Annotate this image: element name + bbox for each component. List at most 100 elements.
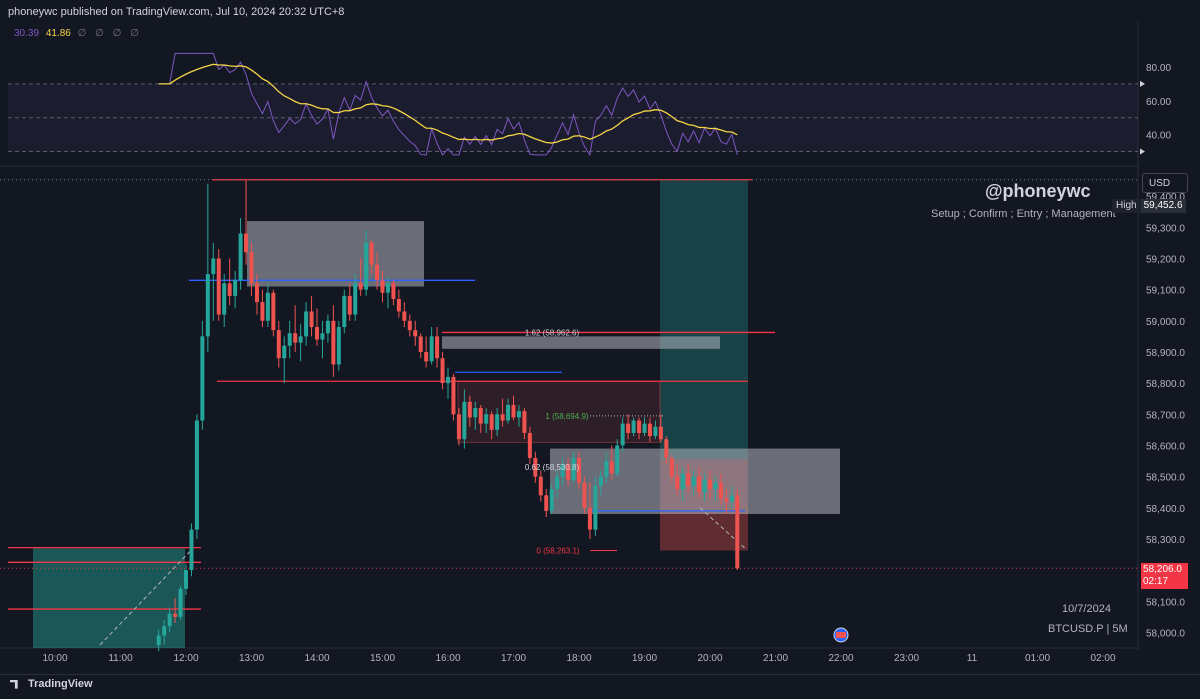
fib-level-label: 1 (58,694.9) [545, 412, 588, 421]
time-tick-label: 22:00 [828, 653, 853, 664]
candle-body [385, 283, 390, 293]
candle-body [647, 423, 652, 437]
rsi-values: 30.39 41.86 ∅ ∅ ∅ ∅ [14, 28, 142, 39]
candle-body [456, 414, 461, 440]
candle-body [342, 295, 347, 328]
currency-button[interactable]: USD [1142, 173, 1188, 193]
price-tick-label: 58,900.0 [1146, 348, 1185, 359]
time-tick-label: 23:00 [894, 653, 919, 664]
price-tick-label: 58,600.0 [1146, 441, 1185, 452]
tradingview-brand: TradingView [28, 678, 93, 690]
candle-body [544, 495, 549, 511]
candle-body [320, 333, 325, 340]
candle-body [238, 233, 243, 281]
time-tick-label: 01:00 [1025, 653, 1050, 664]
candle-body [708, 479, 712, 490]
candle-body [516, 411, 521, 418]
tradingview-logo[interactable]: TradingView [10, 678, 93, 690]
price-tick-label: 58,500.0 [1146, 473, 1185, 484]
candle-body [435, 336, 440, 359]
candle-body [402, 311, 407, 321]
candle-body [522, 411, 527, 433]
candle-body [604, 461, 609, 477]
rsi-value: 30.39 [14, 28, 40, 39]
time-tick-label: 19:00 [632, 653, 657, 664]
candle-body [702, 479, 707, 493]
fib-level-label: 1.62 (58,962.6) [525, 328, 580, 337]
candle-body [162, 626, 167, 636]
rsi-line [158, 52, 738, 157]
candle-body [467, 401, 472, 418]
candle-body [735, 495, 740, 569]
candle-body [566, 464, 571, 480]
candle-body [713, 482, 718, 490]
price-tick-label: 59,200.0 [1146, 254, 1185, 265]
candle-body [549, 489, 554, 511]
candle-body [615, 445, 620, 474]
high-key: High [1112, 199, 1141, 213]
candle-body [216, 258, 221, 315]
candle-body [686, 473, 691, 486]
candle-body [511, 404, 516, 418]
candle-body [249, 252, 254, 284]
candle-body [364, 242, 369, 290]
price-tick-label: 58,400.0 [1146, 504, 1185, 515]
candle-body [598, 476, 603, 486]
candle-body [533, 457, 538, 477]
candle-body [304, 311, 309, 337]
candle-body [265, 292, 270, 321]
high-value: 59,452.6 [1140, 199, 1186, 213]
price-tick-label: 59,100.0 [1146, 286, 1185, 297]
candle-body [298, 336, 303, 343]
candle-body [538, 476, 543, 496]
candle-body [407, 320, 412, 331]
candle-body [473, 408, 478, 418]
time-tick-label: 11:00 [108, 653, 133, 664]
last-price-value: 58,206.0 [1143, 564, 1182, 575]
candle-body [380, 280, 385, 293]
candle-body [500, 414, 505, 421]
time-tick-label: 11 [967, 653, 978, 664]
time-tick-label: 18:00 [566, 653, 591, 664]
candle-body [167, 613, 172, 627]
candle-body [233, 280, 238, 296]
time-tick-label: 17:00 [501, 653, 526, 664]
candle-body [631, 420, 636, 433]
candle-body [691, 476, 696, 486]
candle-body [244, 233, 249, 253]
candle-body [571, 457, 576, 480]
candle-body [440, 358, 445, 384]
candle-body [156, 635, 161, 645]
candle-body [609, 461, 614, 474]
fib-level-label: 0 (58,263.1) [536, 546, 579, 555]
candle-body [309, 311, 314, 328]
price-tick-label: 58,000.0 [1146, 628, 1185, 639]
candle-body [222, 283, 227, 315]
candle-body [489, 414, 494, 430]
candle-body [325, 320, 330, 334]
supply-box-1 [247, 221, 424, 287]
rsi-upper-marker [1140, 80, 1145, 87]
candle-body [293, 333, 298, 343]
long-position-zone [33, 548, 185, 648]
event-flag-stripe [836, 632, 846, 638]
candle-body [669, 457, 674, 477]
candle-body [375, 264, 380, 281]
time-tick-label: 13:00 [239, 653, 264, 664]
candle-body [626, 423, 631, 433]
candle-body [675, 476, 680, 490]
high-price-label: High 59,452.6 [1112, 199, 1188, 213]
time-tick-label: 15:00 [370, 653, 395, 664]
candle-body [173, 613, 178, 617]
candle-body [560, 464, 565, 477]
price-tick-label: 58,100.0 [1146, 597, 1185, 608]
target-zone [660, 179, 748, 460]
time-tick-label: 14:00 [304, 653, 329, 664]
candle-body [495, 414, 500, 430]
price-tick-label: 58,700.0 [1146, 410, 1185, 421]
rsi-ma-value: 41.86 [45, 28, 71, 39]
price-tick-label: 59,400.0 [1146, 192, 1185, 203]
candle-body [637, 420, 642, 433]
candle-body [396, 298, 401, 312]
